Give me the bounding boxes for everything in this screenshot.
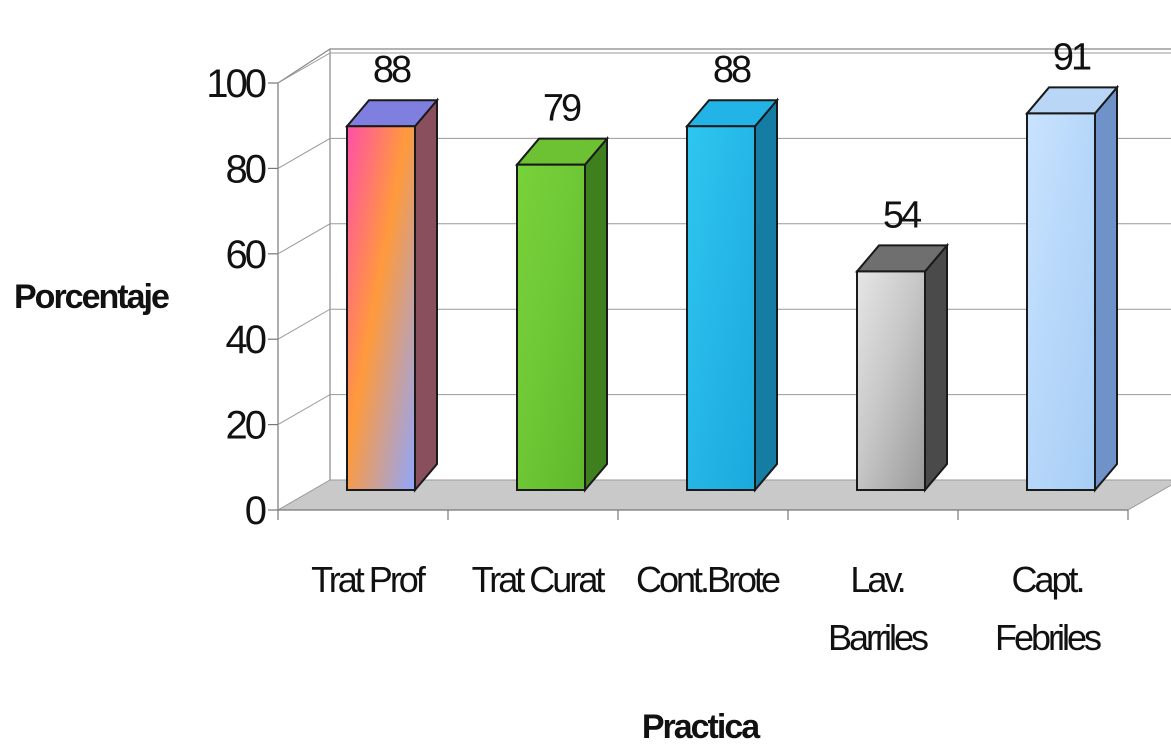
bar: [344, 97, 440, 493]
bar-front: [686, 125, 756, 492]
labels: 88 Trat Prof 79 Trat Curat 88 Cont.Brote 54 Lav…: [311, 36, 1104, 658]
bar-side: [924, 242, 948, 493]
y-tick-label: 80: [226, 147, 266, 191]
gridline: [277, 137, 1171, 169]
chart-walls: [277, 48, 1171, 510]
y-tick-label: 0: [245, 489, 266, 533]
y-tick-label: 20: [226, 404, 266, 448]
data-label: 88: [373, 49, 411, 91]
bar-side: [414, 97, 438, 493]
bar: [1024, 84, 1120, 493]
axes: 0 20 40 60 80 100: [206, 62, 1129, 533]
x-axis-title: Practica: [642, 708, 761, 746]
category-label: Trat Prof: [311, 559, 427, 600]
category-label: Capt.: [1011, 559, 1082, 600]
y-tick-label: 100: [206, 62, 265, 106]
gridline: [277, 223, 1171, 255]
bars: [344, 84, 1120, 493]
category-label: Lav.: [850, 559, 903, 600]
y-tick-label: 40: [226, 318, 266, 362]
data-label: 79: [543, 88, 581, 130]
bar-front: [856, 270, 926, 492]
bar-side: [1094, 84, 1118, 493]
bar: [854, 242, 950, 493]
bar-front: [1026, 112, 1096, 492]
category-label: Barriles: [828, 617, 928, 658]
gridline: [277, 52, 1171, 84]
category-label: Febriles: [995, 617, 1101, 658]
category-label: Cont.Brote: [636, 559, 780, 600]
y-tick-label: 60: [226, 233, 266, 277]
data-label: 54: [883, 194, 922, 236]
bar-side: [584, 135, 608, 493]
side-wall-edge: [277, 48, 331, 84]
bar: [684, 97, 780, 493]
bar-front: [346, 125, 416, 492]
y-axis-title: Porcentaje: [14, 278, 169, 316]
bar: [514, 135, 610, 493]
bar-front: [516, 163, 586, 491]
bar-side: [754, 97, 778, 493]
data-label: 88: [713, 49, 751, 91]
category-label: Trat Curat: [472, 559, 606, 600]
data-label: 91: [1053, 36, 1091, 78]
